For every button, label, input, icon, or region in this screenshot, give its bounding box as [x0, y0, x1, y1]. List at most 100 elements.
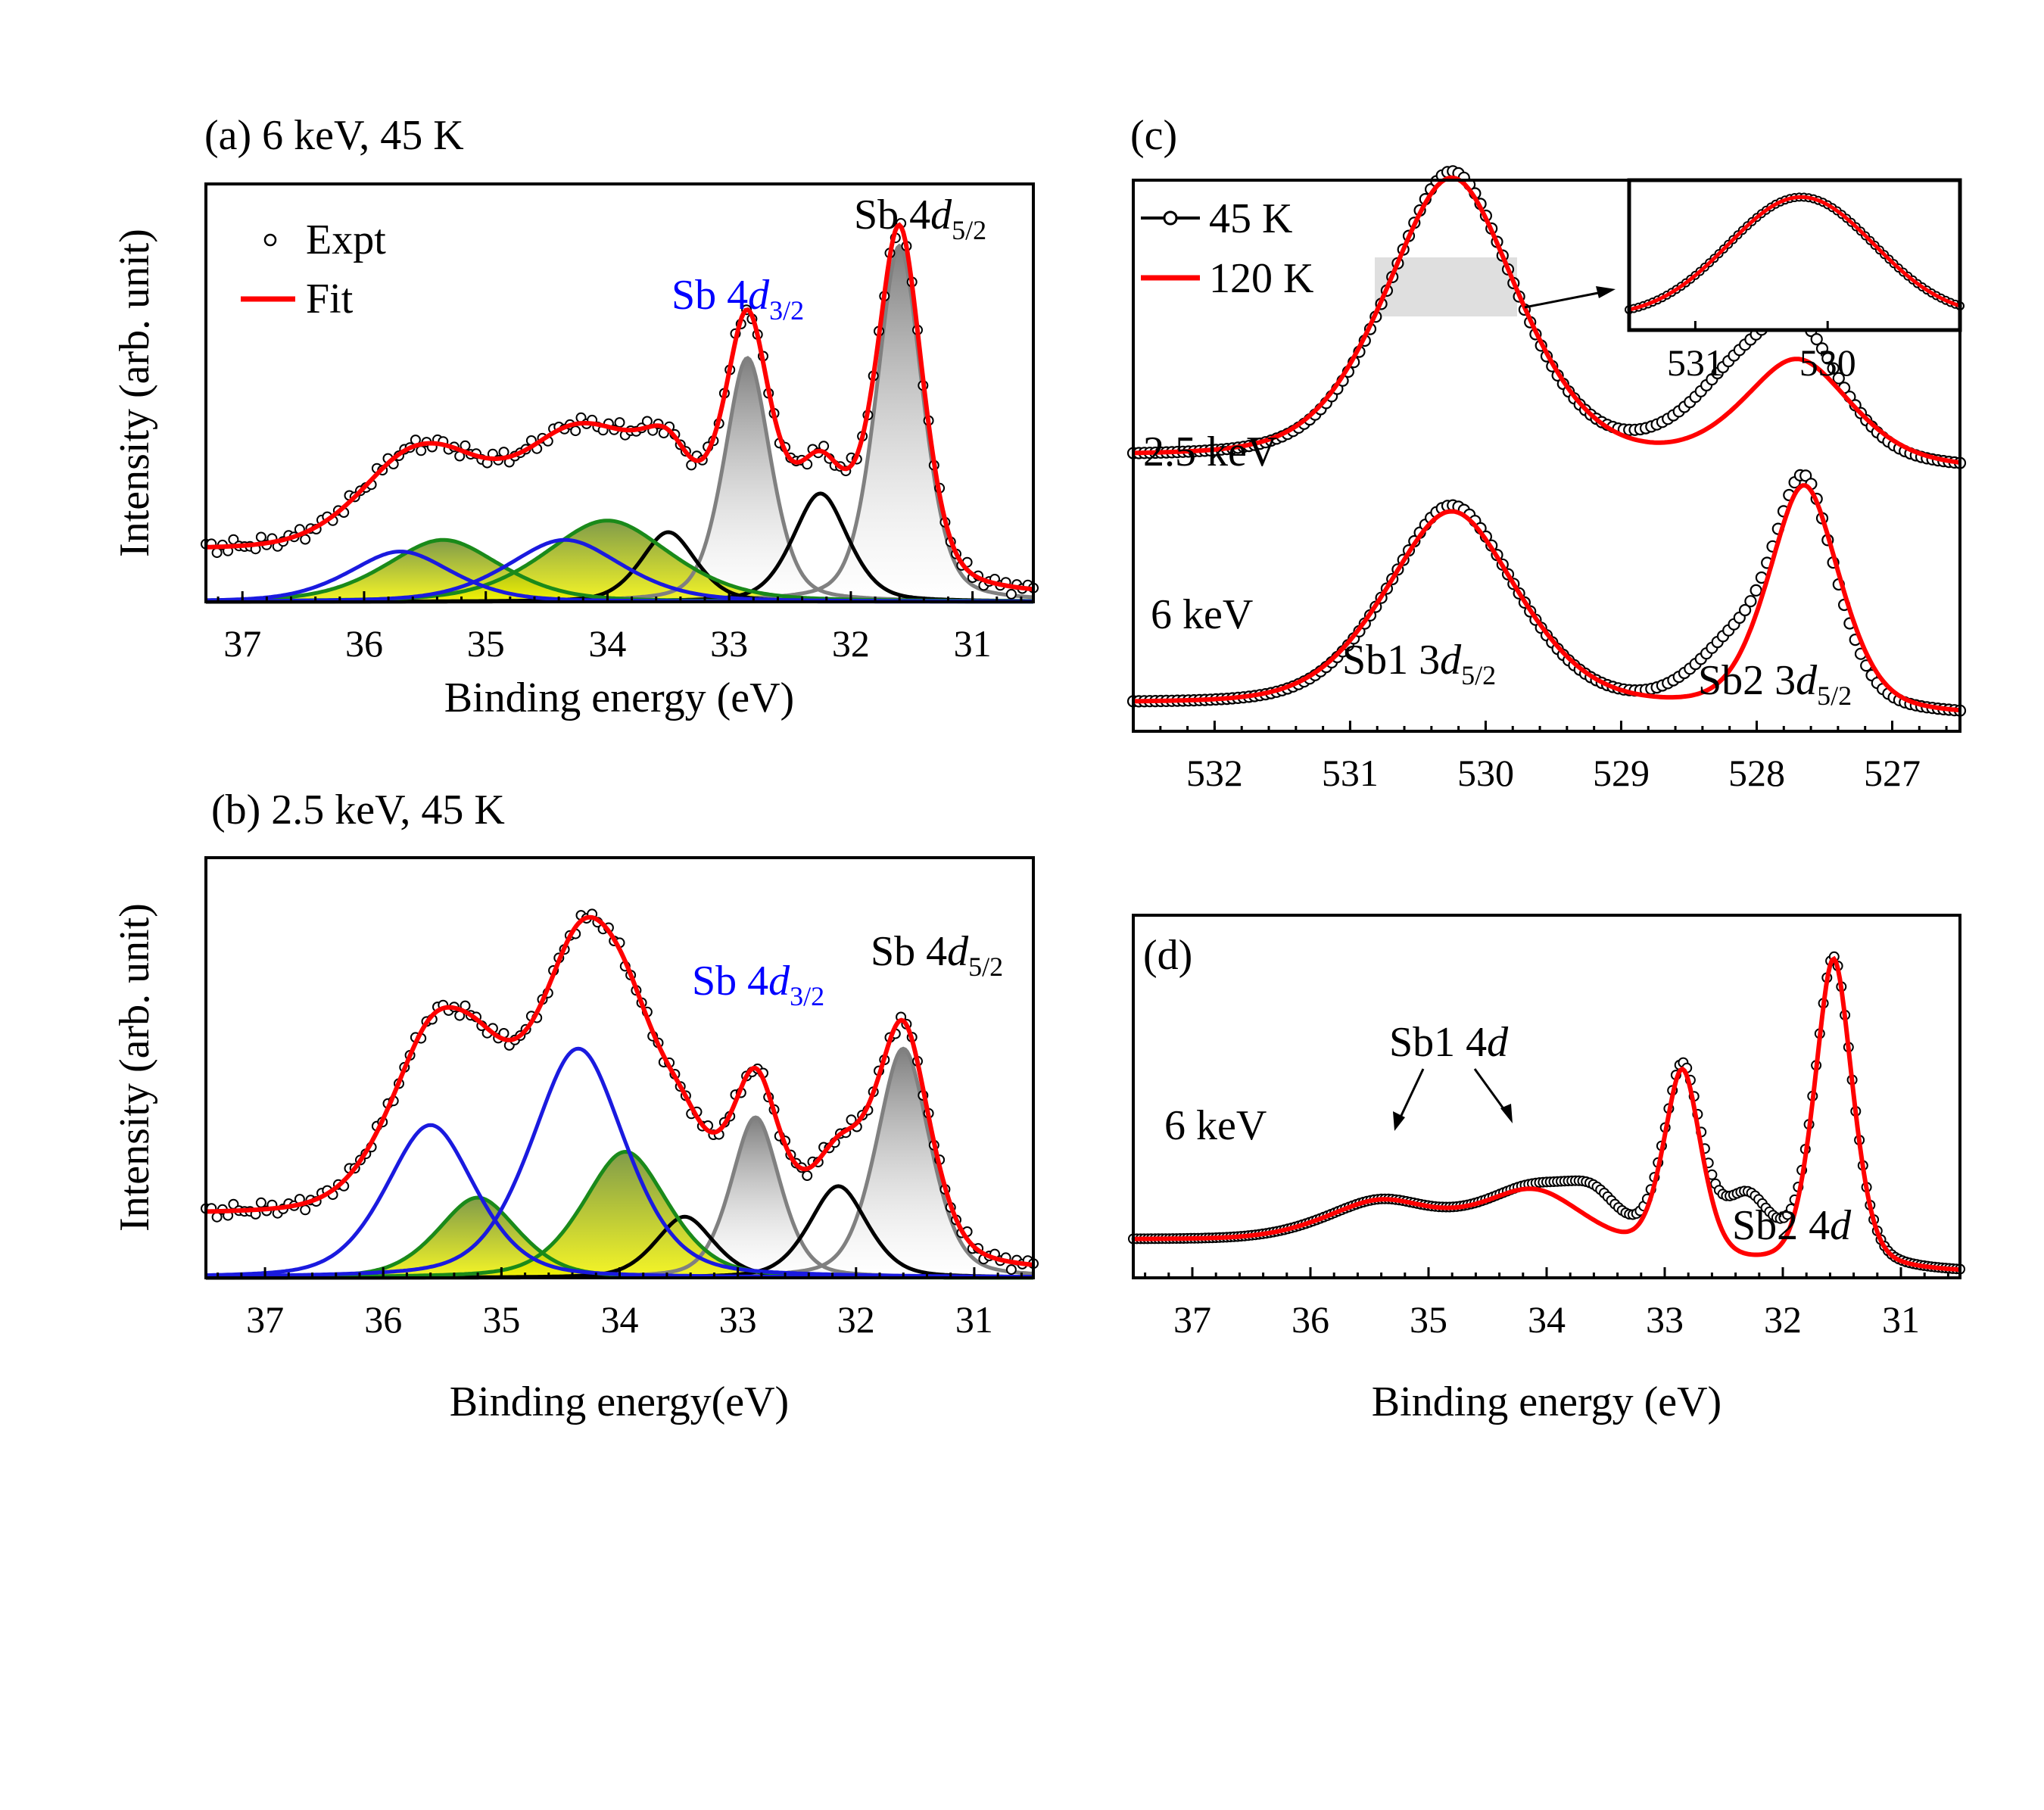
panel-c-6kev-label: 6 keV — [1151, 591, 1253, 638]
panel-c-inset-arrow — [1524, 291, 1603, 309]
expt-point — [416, 445, 427, 456]
panel-b-x-tick-label: 36 — [364, 1298, 402, 1341]
series-120k-line — [1133, 483, 1961, 713]
panel-d-x-tick-label: 37 — [1173, 1298, 1211, 1341]
panel-d-sb2-label: Sb2 4d — [1732, 1202, 1852, 1249]
legend-45k-label: 45 K — [1209, 195, 1292, 242]
inset-tick-label: 531 — [1667, 341, 1724, 384]
expt-point — [1005, 588, 1017, 600]
series-45k-point — [1744, 595, 1757, 608]
panel-d-x-tick-label: 31 — [1882, 1298, 1920, 1341]
expt-point — [614, 417, 625, 428]
component-fill — [206, 540, 1033, 602]
panel-d-sb1-label: Sb1 4d — [1389, 1019, 1509, 1066]
panel-b-xlabel: Binding energy(eV) — [450, 1379, 789, 1425]
panel-c-2p5kev-label: 2.5 keV — [1143, 428, 1277, 475]
panel-a: (a) 6 keV, 45 K 37 36 35 34 33 32 31 Binding e… — [111, 112, 1039, 721]
panel-b-x-tick-label: 31 — [955, 1298, 993, 1341]
panel-c-title: (c) — [1130, 112, 1177, 159]
panel-c-sb2-label: Sb2 3d5/2 — [1698, 657, 1852, 711]
expt-point — [1005, 1264, 1017, 1276]
panel-d-x-tick-label: 32 — [1764, 1298, 1802, 1341]
fit-curve — [205, 222, 1034, 592]
legend-120k-label: 120 K — [1209, 255, 1313, 302]
component-fill — [206, 1048, 1033, 1278]
panel-c-inset-arrowhead — [1596, 286, 1616, 298]
panel-d-x-tick-label: 36 — [1292, 1298, 1329, 1341]
panel-c-x-tick-label: 527 — [1864, 752, 1921, 794]
panel-a-x-tick-label: 32 — [832, 622, 870, 665]
panel-a-frame — [204, 182, 1035, 603]
panel-d-6kev-label: 6 keV — [1164, 1102, 1267, 1149]
panel-d-arrowhead-1 — [1393, 1111, 1405, 1131]
panel-b-x-tick-label: 37 — [246, 1298, 284, 1341]
panel-a-x-tick-label: 35 — [467, 622, 505, 665]
panel-c-x-tick-label: 528 — [1728, 752, 1785, 794]
expt-point — [802, 1170, 813, 1181]
component-fill — [206, 1151, 1033, 1278]
panel-c-inset-bg — [1629, 180, 1960, 330]
panel-a-d52-label: Sb 4d5/2 — [854, 192, 986, 245]
panel-b: (b) 2.5 keV, 45 K 37 36 35 34 33 32 31 Binding… — [111, 787, 1039, 1425]
series-120k-line — [1133, 175, 1961, 465]
panel-c: (c) 532 531 530 529 528 527 45 K 120 K 2.5 ke… — [1126, 112, 1967, 794]
panel-a-d32-label: Sb 4d3/2 — [671, 272, 804, 326]
inset-120k-line — [1628, 195, 1961, 312]
expt-point — [570, 425, 581, 437]
component-fill — [206, 245, 1033, 602]
panel-c-x-tick-label: 530 — [1457, 752, 1514, 794]
panel-d-title: (d) — [1143, 932, 1192, 979]
legend-45k-marker — [1163, 210, 1178, 226]
panel-b-x-tick-label: 34 — [601, 1298, 639, 1341]
panel-a-x-tick-label: 33 — [710, 622, 748, 665]
series-120k-line — [1133, 955, 1961, 1273]
expt-point — [255, 1197, 266, 1208]
panel-d-xlabel: Binding energy (eV) — [1372, 1379, 1722, 1425]
panel-b-x-tick-label: 35 — [482, 1298, 520, 1341]
panel-c-x-tick-label: 531 — [1322, 752, 1379, 794]
fit-curve — [205, 914, 1034, 1267]
panel-a-x-tick-label: 37 — [223, 622, 261, 665]
panel-b-ylabel: Intensity (arb. unit) — [111, 903, 158, 1232]
series-45k-point — [1810, 333, 1823, 346]
panel-a-ylabel: Intensity (arb. unit) — [111, 229, 158, 557]
panel-d-x-tick-label: 35 — [1410, 1298, 1447, 1341]
panel-d: 37 36 35 34 33 32 31 (d) 6 keV Sb1 4d Sb2 4d B… — [1128, 914, 1965, 1425]
series-45k-point — [1832, 372, 1845, 385]
series-45k-point — [1821, 352, 1834, 365]
legend-expt-marker — [263, 233, 277, 247]
panel-c-frame — [1132, 179, 1961, 733]
inset-tick-label: 530 — [1799, 341, 1856, 384]
panel-c-x-tick-label: 532 — [1186, 752, 1243, 794]
expt-point — [300, 1204, 311, 1216]
expt-point — [846, 1114, 857, 1126]
panel-b-title: (b) 2.5 keV, 45 K — [211, 787, 505, 833]
legend-fit-label: Fit — [306, 276, 354, 322]
panel-b-x-tick-label: 33 — [719, 1298, 757, 1341]
panel-a-title: (a) 6 keV, 45 K — [204, 112, 464, 159]
series-45k-point — [1750, 584, 1762, 597]
component-fill — [206, 1198, 1033, 1278]
series-45k-point — [1739, 603, 1752, 617]
panel-a-x-tick-label: 34 — [588, 622, 626, 665]
series-45k-point — [1799, 469, 1812, 482]
panel-c-x-tick-label: 529 — [1593, 752, 1650, 794]
panel-b-d32-label: Sb 4d3/2 — [692, 958, 824, 1011]
panel-d-arrowhead-2 — [1500, 1104, 1513, 1123]
panel-c-sb1-label: Sb1 3d5/2 — [1342, 637, 1496, 690]
expt-point — [300, 534, 311, 545]
series-45k-point — [1815, 342, 1829, 355]
panel-b-x-tick-label: 32 — [837, 1298, 875, 1341]
panel-d-arrow-2 — [1473, 1068, 1508, 1114]
legend-expt-label: Expt — [306, 217, 386, 263]
panel-c-inset-frame — [1627, 178, 1962, 332]
panel-d-x-tick-label: 33 — [1646, 1298, 1684, 1341]
panel-a-x-tick-label: 36 — [345, 622, 383, 665]
series-45k-point — [1827, 362, 1840, 375]
panel-a-x-tick-label: 31 — [954, 622, 992, 665]
panel-d-arrow-1 — [1397, 1068, 1425, 1121]
panel-d-x-tick-label: 34 — [1528, 1298, 1566, 1341]
panel-b-d52-label: Sb 4d5/2 — [871, 928, 1003, 982]
panel-a-xlabel: Binding energy (eV) — [444, 674, 794, 721]
